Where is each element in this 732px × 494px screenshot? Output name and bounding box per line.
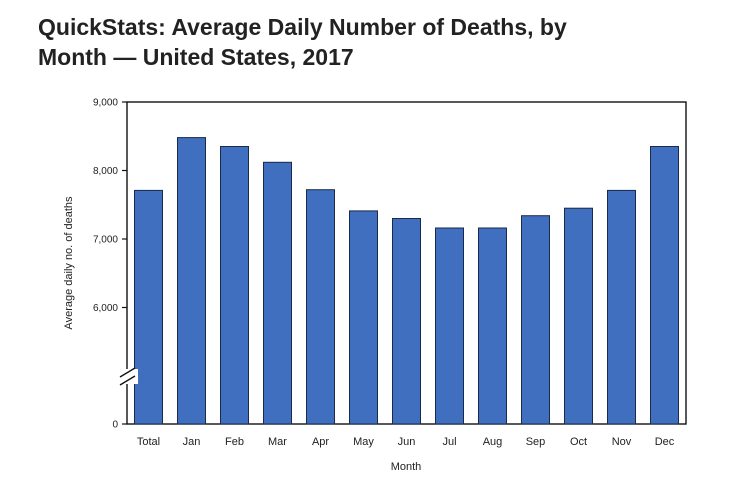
x-tick-label: May: [353, 436, 374, 448]
y-tick-label: 7,000: [93, 235, 118, 246]
x-tick-label: Jan: [183, 436, 201, 448]
bar-sep: [521, 215, 550, 425]
y-tick-label: 9,000: [93, 98, 118, 109]
x-tick-label: Feb: [225, 436, 244, 448]
x-tick-label: Sep: [526, 436, 546, 448]
x-tick-label: Apr: [312, 436, 329, 448]
bar-apr: [306, 189, 335, 425]
x-tick-label: Aug: [483, 436, 503, 448]
bar-mar: [263, 161, 292, 425]
x-tick-label: Jul: [442, 436, 456, 448]
bar-jan: [177, 137, 206, 425]
bar-aug: [478, 227, 507, 425]
bar-total: [134, 189, 163, 425]
chart-title-line-1: QuickStats: Average Daily Number of Deat…: [38, 14, 567, 40]
bar-feb: [220, 146, 249, 425]
axis-break-marker: [118, 367, 138, 386]
bar-dec: [650, 146, 679, 425]
chart-title-line-2: Month — United States, 2017: [38, 44, 354, 70]
x-tick-label: Mar: [268, 436, 287, 448]
x-tick-label: Nov: [612, 436, 632, 448]
bar-jun: [392, 218, 421, 425]
bar-jul: [435, 227, 464, 425]
bar-may: [349, 210, 378, 425]
bar-nov: [607, 189, 636, 425]
y-tick-label: 8,000: [93, 166, 118, 177]
y-axis-title: Average daily no. of deaths: [63, 196, 75, 330]
bar-oct: [564, 207, 593, 425]
x-tick-label: Jun: [398, 436, 416, 448]
x-tick-label: Dec: [655, 436, 675, 448]
x-tick-label: Total: [137, 436, 160, 448]
y-tick-label: 0: [112, 420, 118, 431]
y-tick-label: 6,000: [93, 303, 118, 314]
x-axis-title: Month: [391, 461, 422, 473]
chart-title: QuickStats: Average Daily Number of Deat…: [38, 12, 698, 72]
x-tick-label: Oct: [570, 436, 587, 448]
